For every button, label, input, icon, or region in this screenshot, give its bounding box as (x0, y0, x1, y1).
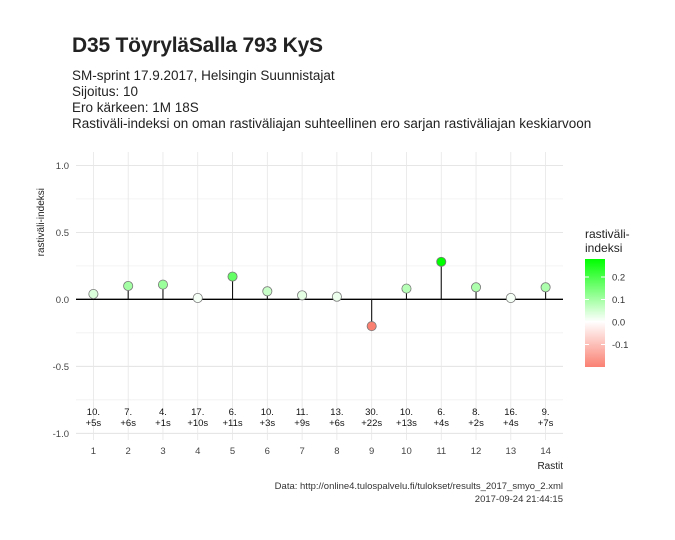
segment-rank-label: 6. (437, 407, 445, 418)
data-point (227, 271, 238, 282)
timestamp-caption: 2017-09-24 21:44:15 (474, 494, 563, 505)
chart-title: D35 TöyryläSalla 793 KyS (72, 34, 323, 57)
data-point (88, 288, 99, 299)
y-tick-label: 0.5 (56, 228, 69, 239)
segment-diff-label: +11s (222, 418, 242, 429)
segment-labels: 10.+5s7.+6s4.+1s17.+10s6.+11s10.+3s11.+9… (86, 407, 554, 429)
segment-rank-label: 10. (400, 407, 413, 418)
segment-rank-label: 30. (365, 407, 378, 418)
segment-diff-label: +2s (468, 418, 484, 429)
segment-diff-label: +1s (155, 418, 171, 429)
legend-tick-label: 0.0 (612, 318, 625, 329)
data-marks (88, 256, 551, 332)
y-tick-label: -1.0 (53, 429, 69, 440)
segment-diff-label: +9s (294, 418, 310, 429)
segment-rank-label: 17. (191, 407, 204, 418)
segment-rank-label: 6. (229, 407, 237, 418)
segment-diff-label: +3s (260, 418, 276, 429)
segment-diff-label: +4s (433, 418, 449, 429)
legend-colorbar (585, 259, 605, 367)
segment-rank-label: 16. (504, 407, 517, 418)
subtitle-line-gap: Ero kärkeen: 1M 18S (72, 100, 199, 115)
data-point (331, 291, 342, 302)
data-point (297, 290, 308, 301)
data-point (540, 282, 551, 293)
y-tick-label: -0.5 (53, 362, 69, 373)
color-legend: rastiväli-indeksi 0.2 0.1 0.0 -0.1 (585, 227, 630, 367)
data-point (262, 286, 273, 297)
x-tick-label: 6 (265, 446, 270, 457)
segment-rank-label: 7. (124, 407, 132, 418)
data-point (436, 256, 447, 267)
segment-rank-label: 11. (296, 407, 309, 418)
x-tick-label: 9 (369, 446, 374, 457)
data-point (157, 279, 168, 290)
x-tick-label: 5 (230, 446, 235, 457)
segment-diff-label: +22s (361, 418, 382, 429)
x-tick-label: 7 (299, 446, 304, 457)
segment-diff-label: +4s (503, 418, 519, 429)
segment-rank-label: 10. (261, 407, 274, 418)
legend-title: rastiväli- (585, 227, 630, 241)
segment-diff-label: +6s (120, 418, 136, 429)
segment-diff-label: +7s (538, 418, 554, 429)
x-tick-label: 3 (160, 446, 165, 457)
segment-rank-label: 4. (159, 407, 167, 418)
x-axis-title: Rastit (537, 461, 563, 472)
segment-rank-label: 8. (472, 407, 480, 418)
data-source-caption: Data: http://online4.tulospalvelu.fi/tul… (274, 481, 563, 492)
data-point (123, 280, 134, 291)
x-tick-label: 10 (401, 446, 412, 457)
legend-tick-label: 0.1 (612, 295, 625, 306)
segment-diff-label: +13s (396, 418, 417, 429)
x-tick-label: 2 (126, 446, 131, 457)
data-point (192, 293, 203, 304)
segment-diff-label: +10s (187, 418, 208, 429)
y-tick-label: 1.0 (56, 161, 69, 172)
subtitle-line-rank: Sijoitus: 10 (72, 84, 139, 99)
y-axis-title: rastiväli-indeksi (36, 188, 47, 256)
x-tick-label: 8 (334, 446, 339, 457)
subtitle-line-description: Rastiväli-indeksi on oman rastiväliajan … (72, 116, 592, 131)
data-point (471, 282, 482, 293)
x-tick-label: 1 (91, 446, 96, 457)
x-tick-label: 13 (506, 446, 517, 457)
segment-diff-label: +5s (86, 418, 102, 429)
legend-tick-label: 0.2 (612, 273, 625, 284)
chart-subtitle: SM-sprint 17.9.2017, Helsingin Suunnista… (72, 68, 591, 132)
segment-rank-label: 10. (87, 407, 100, 418)
grid-lines (76, 152, 563, 440)
legend-title: indeksi (585, 241, 622, 255)
x-tick-label: 12 (471, 446, 482, 457)
y-tick-label: 0.0 (56, 295, 69, 306)
segment-diff-label: +6s (329, 418, 345, 429)
segment-rank-label: 13. (330, 407, 343, 418)
subtitle-line-event: SM-sprint 17.9.2017, Helsingin Suunnista… (72, 68, 335, 83)
data-point (366, 321, 377, 332)
x-tick-label: 14 (540, 446, 551, 457)
data-point (505, 293, 516, 304)
x-tick-label: 11 (436, 446, 446, 457)
legend-tick-label: -0.1 (612, 340, 628, 351)
data-point (401, 283, 412, 294)
axes: 1.00.50.0-0.5-1.01 2 3 4 5 6 7 8 9 10 11 12 13 14Rast… (36, 161, 563, 472)
segment-rank-label: 9. (542, 407, 550, 418)
x-tick-label: 4 (195, 446, 200, 457)
